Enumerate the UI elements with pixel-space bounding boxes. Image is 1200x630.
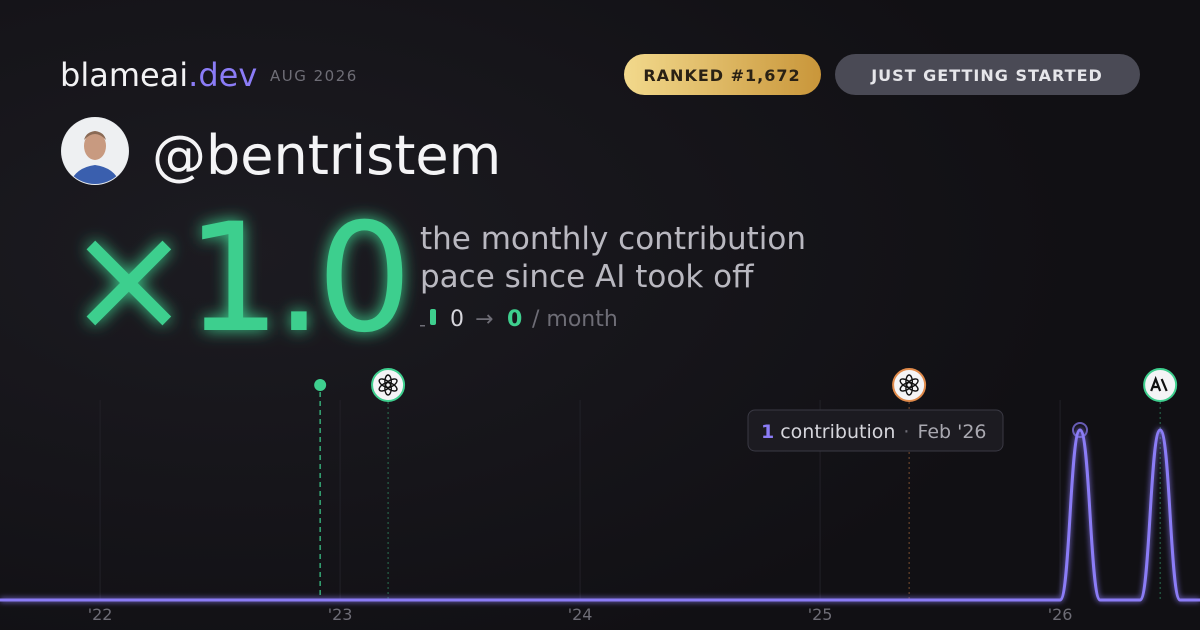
event-badge — [1143, 368, 1178, 402]
status-text: JUST GETTING STARTED — [870, 66, 1103, 85]
rank-text: RANKED #1,672 — [643, 66, 800, 85]
logo-petal — [899, 378, 913, 389]
tooltip-label: contribution — [780, 421, 895, 443]
pace-after: 0 — [507, 307, 522, 332]
rank-badge — [624, 54, 821, 95]
pace-row: 0 → 0 / month — [420, 307, 618, 332]
event-marker — [1143, 368, 1178, 600]
x-tick-label: '23 — [328, 605, 353, 624]
tooltip-separator: · — [903, 421, 909, 443]
status-badge — [835, 54, 1140, 95]
handle: @bentristem — [152, 124, 501, 187]
tooltip-count: 1 — [761, 421, 774, 443]
tooltip-box — [747, 409, 1004, 452]
tooltip-text: 1 contribution · Feb '26 — [761, 421, 987, 443]
brand-tld: .dev — [188, 56, 257, 94]
tooltip-date: Feb '26 — [917, 421, 986, 443]
x-tick-label: '24 — [568, 605, 593, 624]
event-badge — [371, 368, 406, 402]
x-tick-label: '26 — [1048, 605, 1073, 624]
event-badge — [892, 368, 927, 402]
multiplier: ×1.0 — [66, 192, 406, 366]
event-marker — [892, 368, 927, 600]
pace-before: 0 — [450, 307, 464, 332]
pace-unit: / month — [532, 307, 618, 332]
pace-arrow: → — [475, 307, 493, 332]
contribution-line — [0, 428, 1200, 602]
caption-line: the monthly contribution — [420, 221, 806, 257]
brand: blameai.dev — [60, 56, 257, 94]
bar-icon-before — [420, 325, 425, 327]
event-dot — [314, 379, 327, 391]
event-marker — [371, 368, 406, 600]
brand-name: blameai — [60, 56, 188, 94]
logo-petal — [378, 378, 392, 389]
bar-icon-after — [430, 309, 436, 325]
tooltip: 1 contribution · Feb '26 — [747, 409, 1004, 452]
active-point — [1072, 422, 1088, 438]
chart: '22 '23 '24 '25 '26 — [0, 368, 1200, 624]
x-tick-label: '25 — [808, 605, 833, 624]
event-marker — [314, 379, 327, 600]
period: AUG 2026 — [270, 67, 358, 85]
logo-glyph — [1150, 375, 1168, 392]
x-tick-label: '22 — [88, 605, 113, 624]
caption-line: pace since AI took off — [420, 259, 754, 295]
